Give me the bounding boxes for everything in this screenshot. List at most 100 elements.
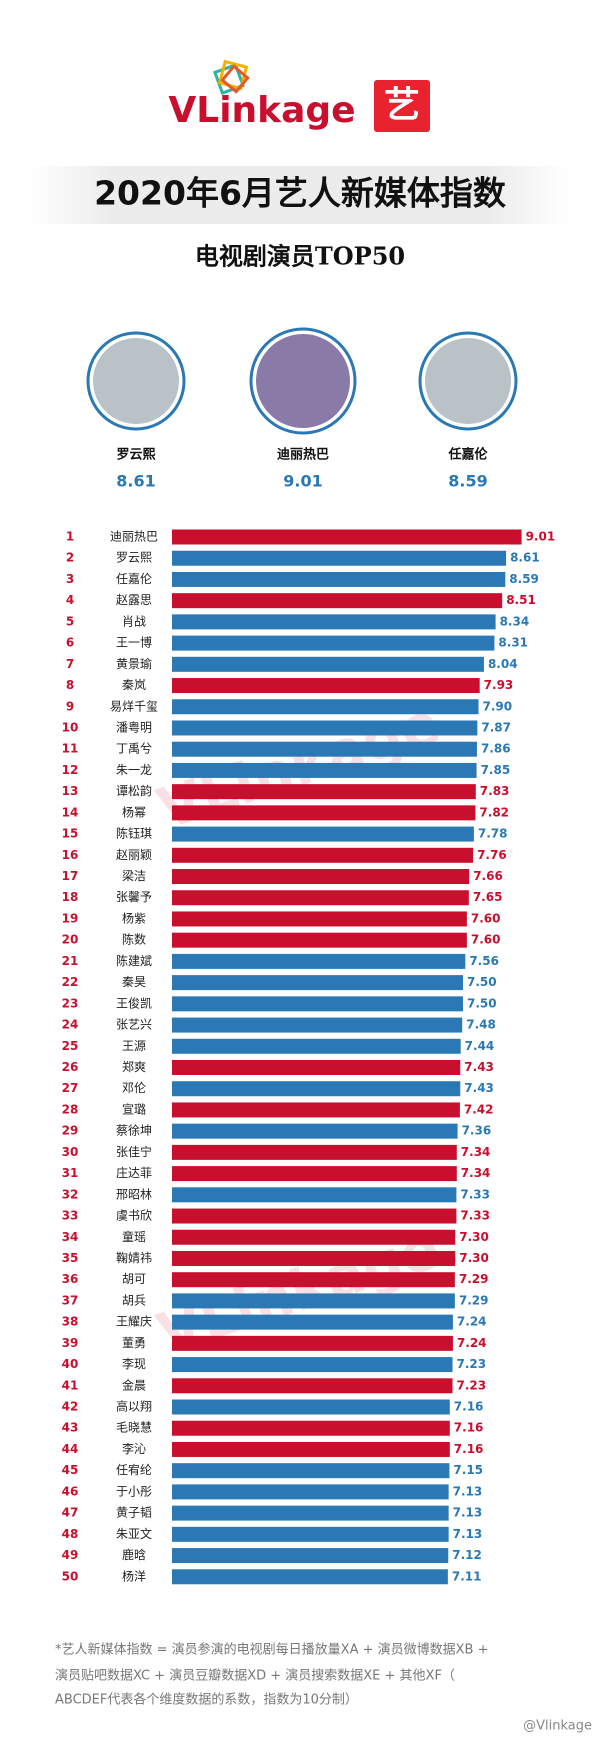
rank: 22 <box>62 975 79 989</box>
value-label: 7.29 <box>459 1272 489 1286</box>
value-label: 7.60 <box>471 911 501 925</box>
bar <box>172 784 476 800</box>
bar <box>172 762 477 778</box>
bar <box>172 1548 449 1564</box>
bar <box>172 1272 455 1288</box>
bar <box>172 869 470 885</box>
actor-name: 杨洋 <box>122 1568 146 1583</box>
actor-name: 黄子韬 <box>116 1506 152 1520</box>
value-label: 7.93 <box>484 678 514 692</box>
value-label: 7.86 <box>481 742 511 756</box>
value-label: 7.16 <box>454 1442 484 1456</box>
badge-text: 艺 <box>384 85 420 126</box>
rank: 32 <box>62 1187 79 1201</box>
value-label: 7.24 <box>457 1315 487 1329</box>
value-label: 7.11 <box>452 1569 482 1583</box>
bar <box>172 571 506 587</box>
rank: 37 <box>62 1293 79 1307</box>
actor-name: 王源 <box>122 1039 146 1053</box>
rank: 42 <box>62 1400 79 1414</box>
value-label: 7.16 <box>454 1400 484 1414</box>
rank: 38 <box>62 1315 79 1329</box>
bar <box>172 1399 450 1415</box>
actor-name: 高以翔 <box>116 1399 152 1414</box>
bar <box>172 1017 463 1033</box>
logo-mark <box>212 59 250 96</box>
value-label: 7.83 <box>480 784 510 798</box>
value-label: 7.16 <box>454 1421 484 1435</box>
rank: 31 <box>62 1166 79 1180</box>
bar <box>172 1038 461 1054</box>
bar <box>172 1484 449 1500</box>
value-label: 7.42 <box>464 1102 494 1116</box>
value-label: 7.13 <box>453 1527 483 1541</box>
rank: 13 <box>62 784 79 798</box>
podium-name: 罗云熙 <box>116 448 155 463</box>
bar <box>172 614 496 630</box>
bar <box>172 550 507 566</box>
actor-name: 李现 <box>122 1356 146 1371</box>
bar <box>172 1569 448 1585</box>
value-label: 8.61 <box>510 551 540 565</box>
rank: 29 <box>62 1124 79 1138</box>
rank: 25 <box>62 1039 79 1053</box>
value-label: 7.23 <box>457 1378 487 1392</box>
actor-name: 董勇 <box>122 1336 146 1350</box>
bar <box>172 1357 453 1373</box>
value-label: 8.59 <box>509 572 539 586</box>
rank: 8 <box>66 678 74 692</box>
actor-name: 于小彤 <box>116 1484 152 1498</box>
rank: 45 <box>62 1463 79 1477</box>
podium-value: 8.61 <box>116 472 155 491</box>
actor-name: 庄达菲 <box>116 1165 152 1180</box>
rank: 7 <box>66 657 74 671</box>
avatar <box>93 338 179 424</box>
bar <box>172 678 480 694</box>
podium-value: 8.59 <box>448 472 487 491</box>
rank: 44 <box>62 1442 79 1456</box>
badge-box <box>374 80 430 132</box>
actor-name: 虞书欣 <box>116 1209 152 1223</box>
bar <box>172 1060 461 1075</box>
actor-name: 赵丽颖 <box>116 848 152 862</box>
bar <box>172 635 495 651</box>
value-label: 7.87 <box>481 720 511 734</box>
rank: 17 <box>62 869 79 883</box>
title-band <box>30 166 570 224</box>
bar <box>172 1102 460 1118</box>
value-label: 7.36 <box>462 1124 492 1138</box>
actor-name: 王一博 <box>116 635 152 650</box>
value-label: 9.01 <box>526 530 556 544</box>
rank: 40 <box>62 1357 79 1371</box>
rank: 11 <box>62 742 79 756</box>
bar <box>172 1378 453 1394</box>
bar <box>172 1229 456 1245</box>
bar <box>172 1420 450 1436</box>
value-label: 7.33 <box>460 1209 490 1223</box>
rank: 10 <box>62 720 79 734</box>
value-label: 7.85 <box>481 763 511 777</box>
value-label: 7.30 <box>459 1251 489 1265</box>
rank: 18 <box>62 890 79 904</box>
value-label: 7.65 <box>473 890 503 904</box>
bar <box>172 1123 458 1139</box>
value-label: 7.34 <box>461 1166 491 1180</box>
value-label: 7.76 <box>477 848 507 862</box>
rank: 14 <box>62 805 79 819</box>
rank: 41 <box>62 1378 79 1392</box>
actor-name: 杨幂 <box>122 804 146 819</box>
rank: 39 <box>62 1336 79 1350</box>
value-label: 7.15 <box>453 1463 483 1477</box>
actor-name: 张艺兴 <box>116 1018 152 1032</box>
actor-name: 张馨予 <box>116 889 152 904</box>
actor-name: 丁禹兮 <box>116 742 152 756</box>
actor-name: 蔡徐坤 <box>116 1123 152 1138</box>
value-label: 7.66 <box>473 869 503 883</box>
bar <box>172 890 469 906</box>
actor-name: 任嘉伦 <box>116 571 152 586</box>
bar <box>172 529 522 545</box>
rank: 48 <box>62 1527 79 1541</box>
value-label: 7.90 <box>483 699 513 713</box>
bar <box>172 953 466 969</box>
actor-name: 王俊凯 <box>116 995 152 1010</box>
